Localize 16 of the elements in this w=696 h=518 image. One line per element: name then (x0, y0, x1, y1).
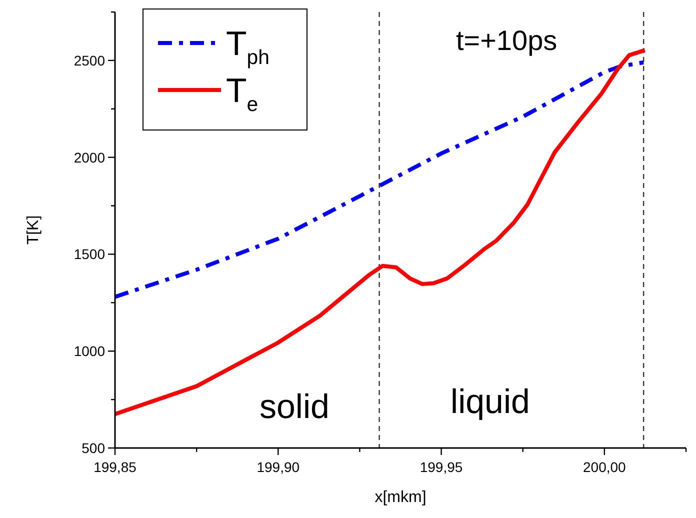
y-tick-label: 1000 (74, 343, 106, 360)
annotation: t=+10ps (456, 25, 558, 56)
y-tick-label: 2000 (74, 149, 106, 166)
x-axis-title: x[mkm] (374, 489, 426, 506)
y-tick-label: 2500 (74, 52, 106, 68)
y-axis-title: T[K] (25, 215, 42, 245)
annotation: solid (259, 388, 330, 426)
legend-label: T$_{ph}$ (226, 25, 270, 69)
x-tick-label: 199,95 (420, 459, 463, 475)
x-tick-label: 199,85 (94, 459, 137, 475)
legend-label: T$_{e}$ (226, 72, 258, 116)
x-tick-label: 200,00 (583, 459, 626, 475)
y-tick-label: 500 (82, 440, 106, 456)
x-tick-label: 199,90 (256, 459, 300, 475)
y-tick-label: 1500 (74, 246, 106, 262)
annotation: liquid (450, 383, 530, 421)
